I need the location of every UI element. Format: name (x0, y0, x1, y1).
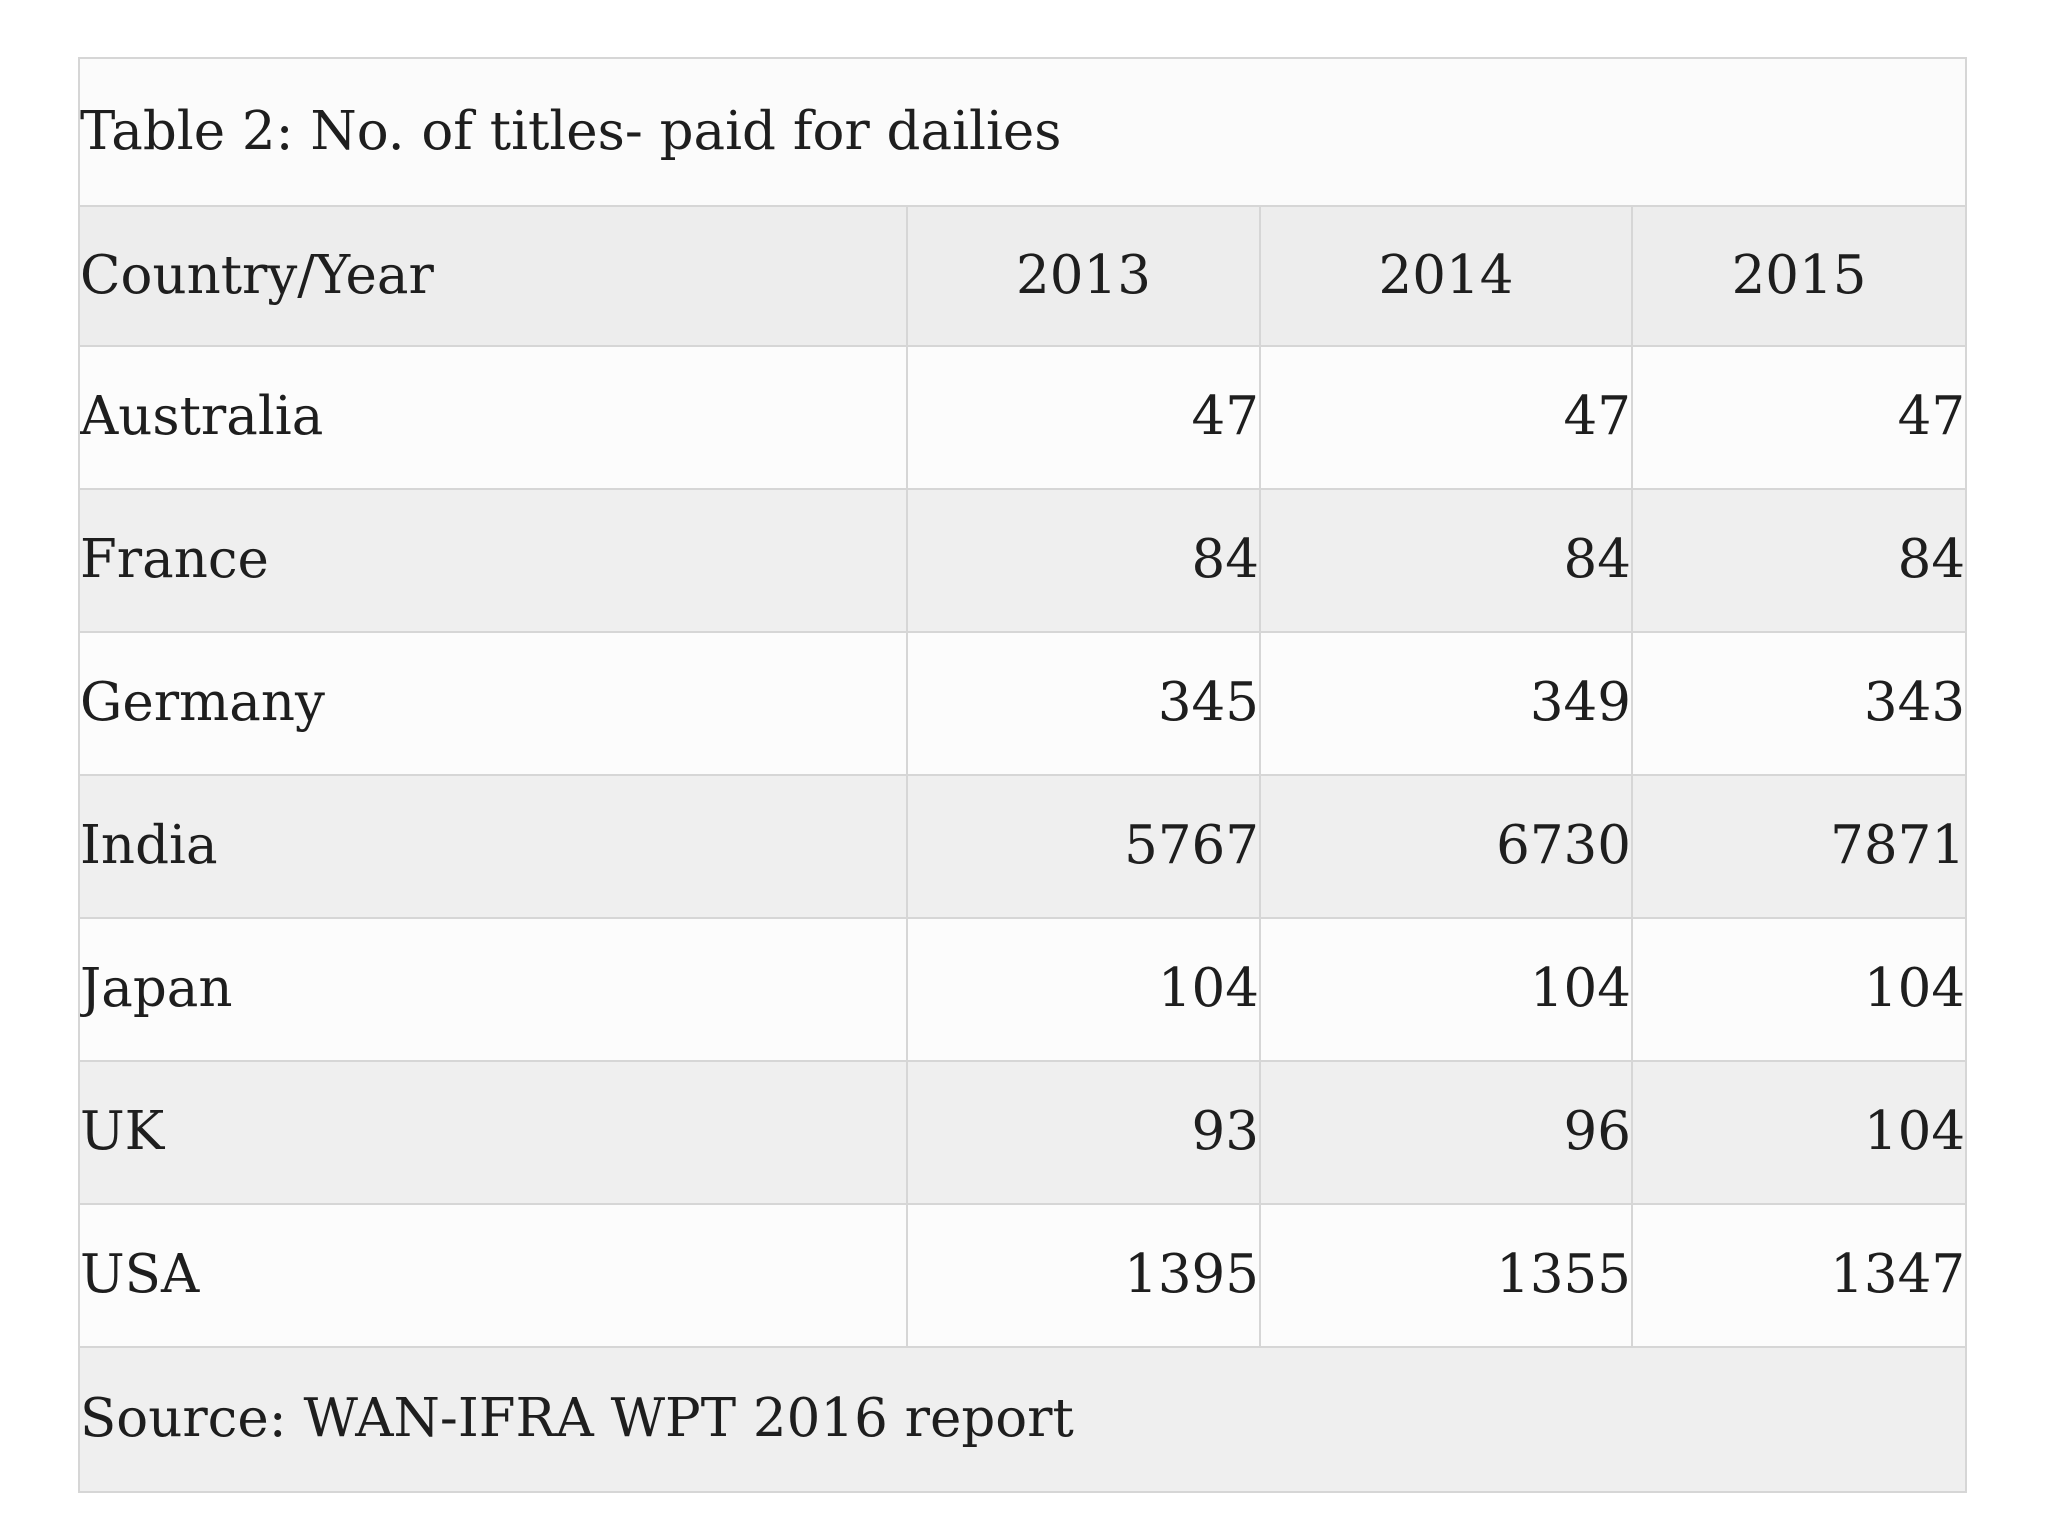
value-cell: 47 (1259, 345, 1633, 490)
table-row-uk: UK 93 96 104 (78, 1060, 1968, 1205)
table-row-australia: Australia 47 47 47 (78, 345, 1968, 490)
table-title-row: Table 2: No. of titles- paid for dailies (77, 57, 1968, 207)
table-title: Table 2: No. of titles- paid for dailies (77, 57, 1968, 207)
table-row-japan: Japan 104 104 104 (78, 917, 1968, 1062)
table-row-india: India 5767 6730 7871 (78, 774, 1968, 919)
value-cell: 104 (906, 917, 1261, 1062)
value-cell: 96 (1259, 1060, 1633, 1205)
paid-dailies-table: Table 2: No. of titles- paid for dailies… (77, 57, 1968, 1493)
table-row-usa: USA 1395 1355 1347 (78, 1203, 1968, 1348)
value-cell: 349 (1259, 631, 1633, 776)
value-cell: 5767 (906, 774, 1261, 919)
table-row-germany: Germany 345 349 343 (78, 631, 1968, 776)
value-cell: 104 (1259, 917, 1633, 1062)
header-2014: 2014 (1259, 205, 1633, 347)
value-cell: 84 (906, 488, 1261, 633)
value-cell: 345 (906, 631, 1261, 776)
value-cell: 1395 (906, 1203, 1261, 1348)
value-cell: 6730 (1259, 774, 1633, 919)
value-cell: 47 (906, 345, 1261, 490)
country-cell: Japan (78, 917, 908, 1062)
table-source-row: Source: WAN-IFRA WPT 2016 report (77, 1346, 1968, 1493)
value-cell: 104 (1630, 1060, 1968, 1205)
country-cell: Germany (78, 631, 908, 776)
header-2013: 2013 (906, 205, 1261, 347)
country-cell: USA (78, 1203, 908, 1348)
value-cell: 1355 (1259, 1203, 1633, 1348)
value-cell: 104 (1630, 917, 1968, 1062)
header-country-year: Country/Year (78, 205, 908, 347)
value-cell: 7871 (1630, 774, 1968, 919)
value-cell: 343 (1630, 631, 1968, 776)
country-cell: India (78, 774, 908, 919)
value-cell: 47 (1630, 345, 1968, 490)
value-cell: 1347 (1630, 1203, 1968, 1348)
header-2015: 2015 (1630, 205, 1968, 347)
table-source: Source: WAN-IFRA WPT 2016 report (77, 1346, 1968, 1493)
value-cell: 84 (1630, 488, 1968, 633)
table-header-row: Country/Year 2013 2014 2015 (78, 205, 1968, 347)
table-row-france: France 84 84 84 (78, 488, 1968, 633)
value-cell: 93 (906, 1060, 1261, 1205)
value-cell: 84 (1259, 488, 1633, 633)
country-cell: France (78, 488, 908, 633)
country-cell: Australia (78, 345, 908, 490)
country-cell: UK (78, 1060, 908, 1205)
